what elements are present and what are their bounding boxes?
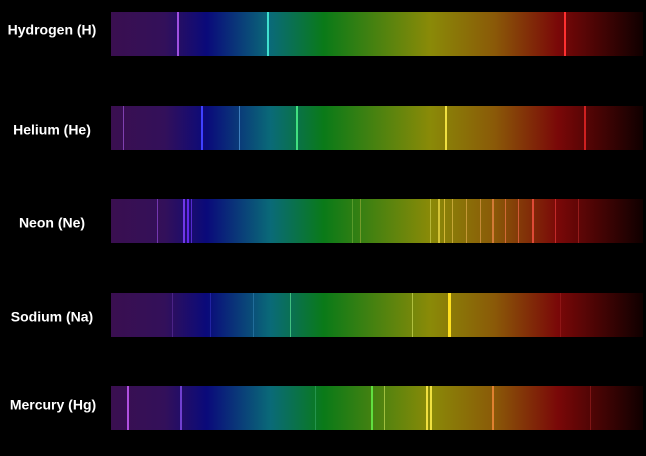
element-label: Mercury (Hg): [10, 397, 96, 413]
emission-line: [412, 293, 413, 337]
emission-line: [430, 386, 432, 430]
emission-line: [444, 199, 445, 243]
emission-line: [201, 106, 203, 150]
spectrum-strip: [111, 386, 643, 430]
emission-line: [210, 293, 211, 337]
emission-line: [426, 386, 428, 430]
emission-line: [157, 199, 158, 243]
spectrum-row: Helium (He): [13, 106, 643, 150]
element-label: Sodium (Na): [11, 309, 93, 325]
emission-lines: [157, 199, 579, 243]
emission-line: [466, 199, 467, 243]
element-label: Helium (He): [13, 122, 91, 138]
emission-line: [123, 106, 124, 150]
emission-line: [448, 293, 451, 337]
emission-line: [438, 199, 440, 243]
spectrum-row: Hydrogen (H): [8, 12, 643, 56]
emission-line: [532, 199, 534, 243]
emission-line: [505, 199, 506, 243]
emission-line: [555, 199, 556, 243]
emission-lines: [177, 12, 566, 56]
spectrum-strip: [111, 106, 643, 150]
spectrum-strip: [111, 293, 643, 337]
emission-line: [492, 199, 494, 243]
spectrum-row: Neon (Ne): [19, 199, 643, 243]
emission-line: [492, 386, 494, 430]
element-label: Hydrogen (H): [8, 22, 97, 38]
spectrum-row: Mercury (Hg): [10, 386, 643, 430]
emission-line: [290, 293, 291, 337]
emission-line: [578, 199, 579, 243]
emission-line: [315, 386, 316, 430]
emission-line: [584, 106, 586, 150]
emission-line: [384, 386, 385, 430]
emission-line: [590, 386, 591, 430]
emission-lines: [127, 386, 591, 430]
emission-line: [296, 106, 298, 150]
emission-line: [127, 386, 129, 430]
emission-line: [480, 199, 481, 243]
spectrum-strip: [111, 12, 643, 56]
element-label: Neon (Ne): [19, 215, 85, 231]
emission-line: [564, 12, 566, 56]
emission-line: [180, 386, 182, 430]
emission-line: [187, 199, 189, 243]
emission-line: [183, 199, 185, 243]
emission-line: [371, 386, 373, 430]
emission-line: [560, 293, 561, 337]
emission-line: [191, 199, 192, 243]
emission-line: [177, 12, 179, 56]
spectrum-strip: [111, 199, 643, 243]
emission-line: [430, 199, 431, 243]
emission-line: [452, 199, 453, 243]
emission-line: [518, 199, 519, 243]
emission-line: [239, 106, 240, 150]
emission-line: [253, 293, 254, 337]
emission-line: [360, 199, 361, 243]
emission-line: [267, 12, 269, 56]
emission-line: [172, 293, 173, 337]
emission-line: [445, 106, 447, 150]
emission-lines: [172, 293, 561, 337]
spectrum-row: Sodium (Na): [11, 293, 643, 337]
emission-line: [352, 199, 353, 243]
emission-lines: [123, 106, 586, 150]
